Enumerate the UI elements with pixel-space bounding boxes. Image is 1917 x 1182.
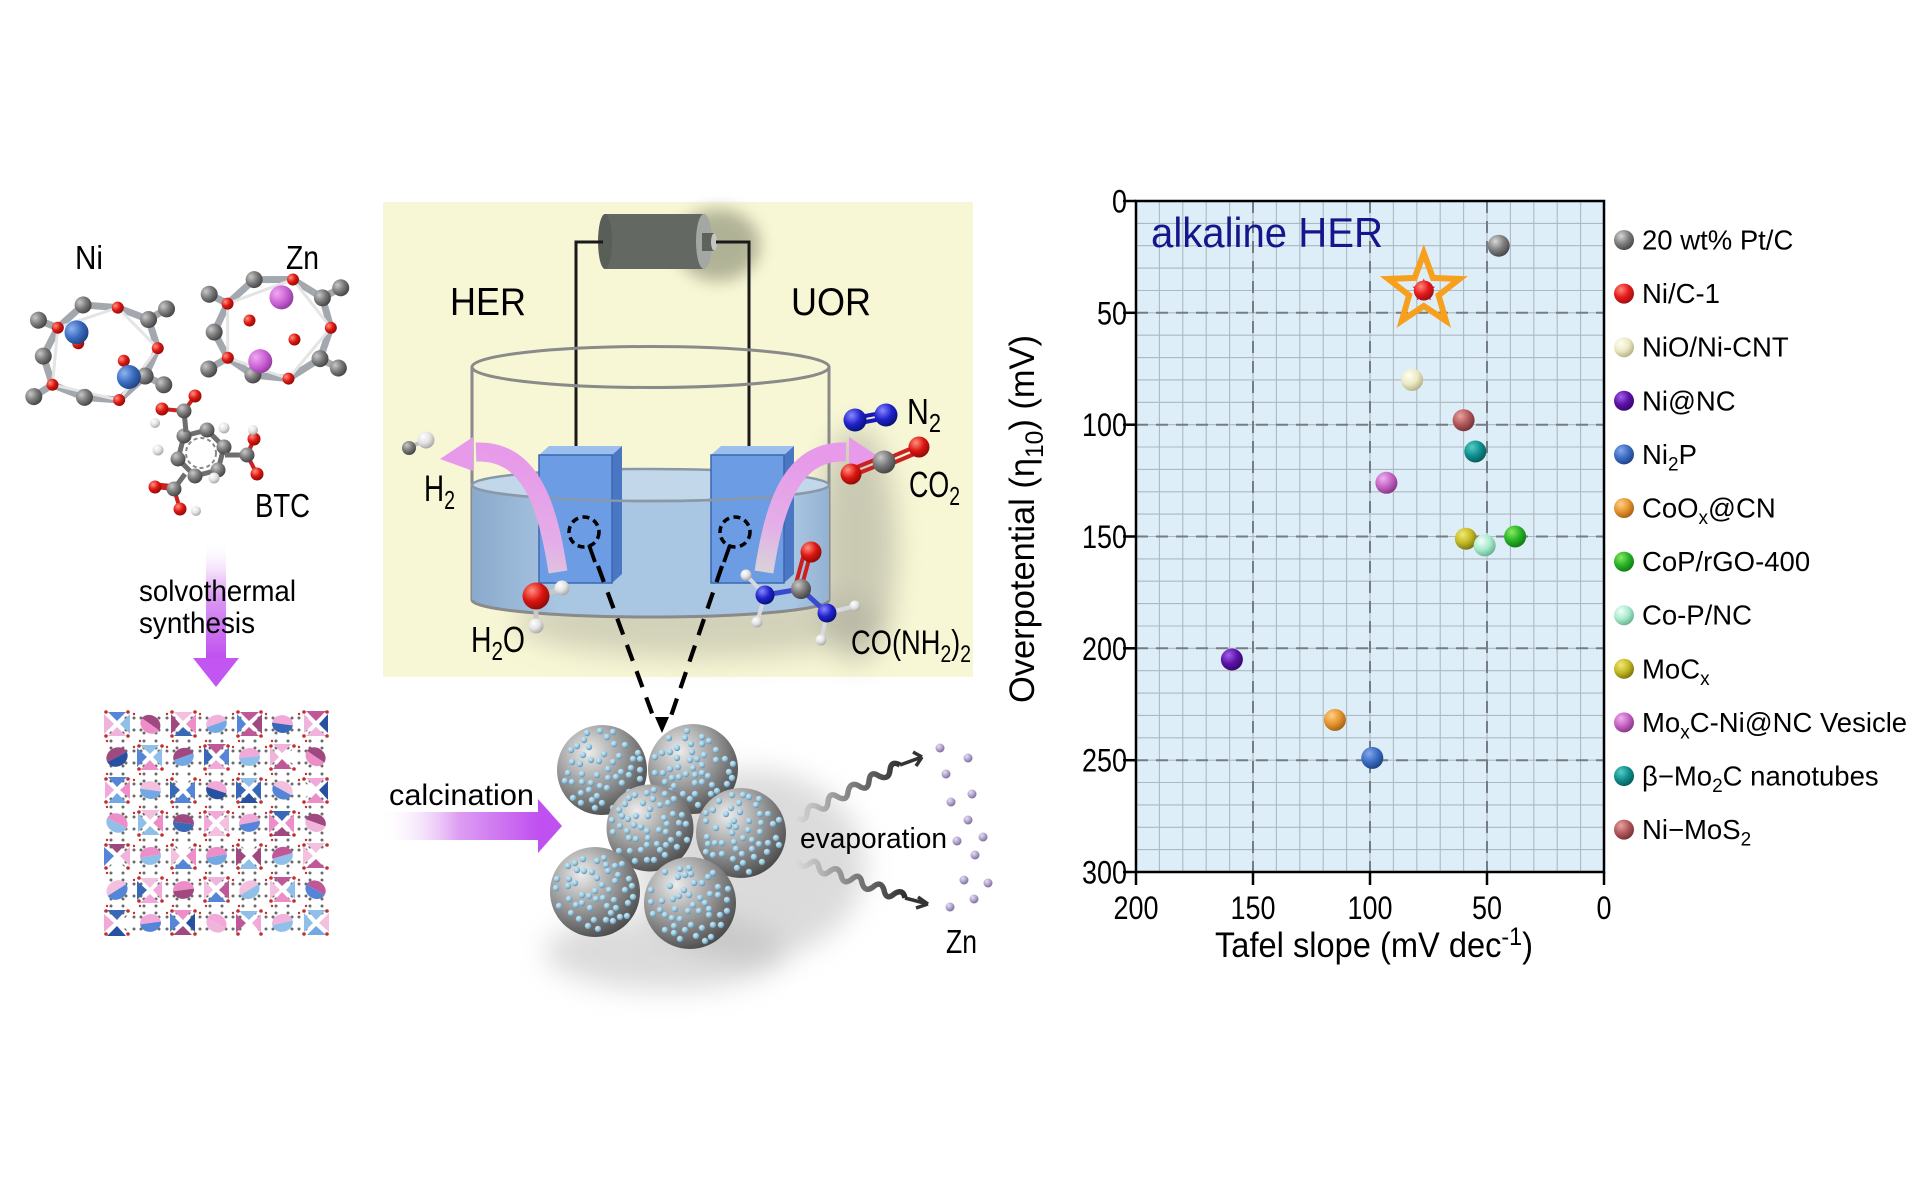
svg-text:evaporation: evaporation <box>800 823 947 855</box>
svg-text:50: 50 <box>1472 890 1502 926</box>
svg-text:200: 200 <box>1082 631 1127 667</box>
svg-text:HER: HER <box>450 281 526 324</box>
svg-text:Tafel slope (mV dec-1): Tafel slope (mV dec-1) <box>1215 923 1533 965</box>
svg-text:BTC: BTC <box>255 487 310 524</box>
svg-text:150: 150 <box>1082 519 1127 555</box>
svg-text:CoP/rGO-400: CoP/rGO-400 <box>1642 546 1810 577</box>
svg-text:300: 300 <box>1082 855 1127 891</box>
svg-text:CO(NH2)2: CO(NH2)2 <box>851 624 971 668</box>
svg-text:Ni/C-1: Ni/C-1 <box>1642 278 1720 309</box>
svg-text:0: 0 <box>1597 890 1612 926</box>
svg-text:150: 150 <box>1231 890 1276 926</box>
svg-text:solvothermal: solvothermal <box>139 575 296 608</box>
svg-text:0: 0 <box>1112 184 1127 220</box>
svg-text:MoxC-Ni@NC Vesicle: MoxC-Ni@NC Vesicle <box>1642 707 1907 744</box>
svg-text:100: 100 <box>1348 890 1393 926</box>
svg-text:alkaline HER: alkaline HER <box>1151 209 1383 256</box>
svg-text:calcination: calcination <box>389 779 534 812</box>
svg-text:Ni: Ni <box>75 239 103 276</box>
svg-text:Zn: Zn <box>946 923 977 960</box>
svg-text:250: 250 <box>1082 743 1127 779</box>
svg-text:Co-P/NC: Co-P/NC <box>1642 600 1752 631</box>
svg-text:NiO/Ni-CNT: NiO/Ni-CNT <box>1642 332 1789 363</box>
svg-text:Overpotential (η10) (mV): Overpotential (η10) (mV) <box>1003 335 1049 703</box>
svg-text:100: 100 <box>1082 407 1127 443</box>
svg-text:Ni−MoS2: Ni−MoS2 <box>1642 814 1751 851</box>
svg-text:synthesis: synthesis <box>139 607 255 640</box>
svg-text:20 wt% Pt/C: 20 wt% Pt/C <box>1642 225 1793 256</box>
svg-text:200: 200 <box>1114 890 1159 926</box>
svg-text:Zn: Zn <box>286 239 319 276</box>
svg-text:β−Mo2C nanotubes: β−Mo2C nanotubes <box>1642 761 1879 798</box>
svg-text:Ni@NC: Ni@NC <box>1642 385 1736 416</box>
svg-text:UOR: UOR <box>791 281 871 324</box>
svg-text:CoOx@CN: CoOx@CN <box>1642 493 1776 530</box>
svg-text:50: 50 <box>1097 295 1127 331</box>
svg-text:MoCx: MoCx <box>1642 653 1710 690</box>
